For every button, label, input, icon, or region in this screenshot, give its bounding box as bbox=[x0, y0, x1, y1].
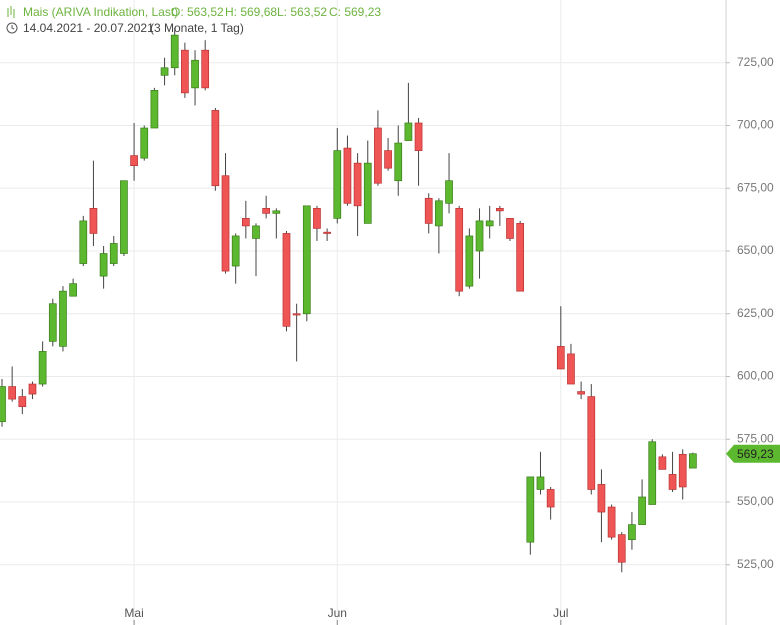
candle-body bbox=[191, 59, 199, 89]
candle-body bbox=[79, 220, 88, 264]
candle-body bbox=[343, 147, 352, 204]
candle-body bbox=[374, 127, 382, 184]
candle-body bbox=[577, 391, 585, 395]
candle-body bbox=[475, 220, 484, 252]
candle-body bbox=[48, 303, 57, 342]
candle-body bbox=[495, 207, 504, 212]
candle-body bbox=[516, 223, 525, 292]
clock-icon bbox=[6, 22, 18, 34]
y-tick-label: 600,00 bbox=[737, 369, 774, 383]
candle-body bbox=[28, 383, 37, 395]
candle-body bbox=[323, 231, 331, 234]
candle-body bbox=[0, 386, 6, 423]
period: (3 Monate, 1 Tag) bbox=[150, 21, 244, 35]
candle-body bbox=[465, 235, 474, 287]
candle-body bbox=[221, 175, 230, 272]
candle-body bbox=[38, 351, 47, 385]
candle-body bbox=[658, 456, 667, 470]
candle-body bbox=[536, 476, 545, 490]
y-tick-label: 675,00 bbox=[737, 180, 774, 194]
candle-body bbox=[99, 253, 108, 277]
x-tick-label: Jul bbox=[553, 606, 568, 620]
candle-body bbox=[414, 122, 423, 151]
candle-body bbox=[201, 49, 210, 89]
candle-body bbox=[89, 207, 98, 234]
candle-body bbox=[211, 110, 220, 187]
candle-body bbox=[617, 534, 626, 563]
candle-body bbox=[353, 162, 362, 207]
y-tick-label: 625,00 bbox=[737, 306, 774, 320]
candle-body bbox=[435, 200, 443, 227]
candle-body bbox=[333, 150, 342, 219]
legend-item: L: 563,52 bbox=[277, 5, 327, 19]
candle-body bbox=[130, 155, 138, 167]
legend-item: O: 563,52 bbox=[171, 5, 224, 19]
candle-body bbox=[455, 207, 464, 292]
candle-body bbox=[8, 386, 17, 400]
candle-body bbox=[628, 524, 636, 541]
legend-item: C: 569,23 bbox=[329, 5, 381, 19]
candle-body bbox=[160, 67, 169, 76]
candle-body bbox=[485, 220, 494, 227]
candle-body bbox=[678, 453, 687, 488]
x-tick-label: Mai bbox=[124, 606, 143, 620]
date-range: 14.04.2021 - 20.07.2021 bbox=[23, 21, 154, 35]
candle-body bbox=[384, 150, 392, 169]
candle-body bbox=[18, 396, 27, 407]
candle-body bbox=[556, 346, 565, 370]
y-tick-label: 550,00 bbox=[737, 494, 774, 508]
candle-body bbox=[648, 441, 657, 505]
last-price-label: 569,23 bbox=[737, 447, 774, 461]
candle-body bbox=[404, 122, 413, 141]
candle-body bbox=[394, 142, 403, 182]
candle-body bbox=[109, 243, 118, 264]
y-tick-label: 725,00 bbox=[737, 55, 774, 69]
legend-item: H: 569,68 bbox=[225, 5, 277, 19]
candle-body bbox=[120, 180, 128, 254]
candle-body bbox=[231, 235, 240, 267]
candle-body bbox=[668, 474, 677, 490]
candle-body bbox=[292, 313, 301, 316]
candle-body bbox=[689, 453, 697, 469]
candle-body bbox=[546, 489, 555, 508]
candle-body bbox=[313, 207, 321, 229]
candle-body bbox=[607, 506, 616, 538]
candle-body bbox=[241, 218, 250, 227]
candle-body bbox=[567, 353, 575, 385]
chart-icon bbox=[7, 6, 15, 18]
candle-body bbox=[506, 218, 514, 239]
y-tick-label: 575,00 bbox=[737, 431, 774, 445]
candle-body bbox=[363, 162, 372, 224]
candle-body bbox=[587, 396, 596, 490]
candle-body bbox=[59, 290, 67, 347]
candle-body bbox=[638, 496, 646, 525]
y-tick-label: 700,00 bbox=[737, 118, 774, 132]
candle-body bbox=[597, 484, 606, 513]
candle-body bbox=[252, 225, 260, 239]
x-tick-label: Jun bbox=[328, 606, 347, 620]
candle-body bbox=[302, 205, 311, 315]
candle-body bbox=[170, 34, 179, 69]
candle-body bbox=[69, 283, 77, 297]
candle-body bbox=[424, 197, 433, 224]
candle-body bbox=[150, 90, 159, 129]
candle-body bbox=[181, 49, 189, 94]
candle-body bbox=[526, 476, 535, 543]
candle-body bbox=[282, 233, 291, 327]
candle-body bbox=[262, 207, 271, 214]
candle-body bbox=[272, 210, 281, 214]
candle-body bbox=[140, 127, 149, 159]
header: Mais (ARIVA Indikation, Last) O: 563,52 … bbox=[6, 5, 381, 35]
chart-title: Mais (ARIVA Indikation, Last) bbox=[23, 5, 178, 19]
y-tick-label: 650,00 bbox=[737, 243, 774, 257]
y-tick-label: 525,00 bbox=[737, 557, 774, 571]
candle-body bbox=[445, 180, 453, 204]
last-price-marker bbox=[726, 444, 780, 463]
